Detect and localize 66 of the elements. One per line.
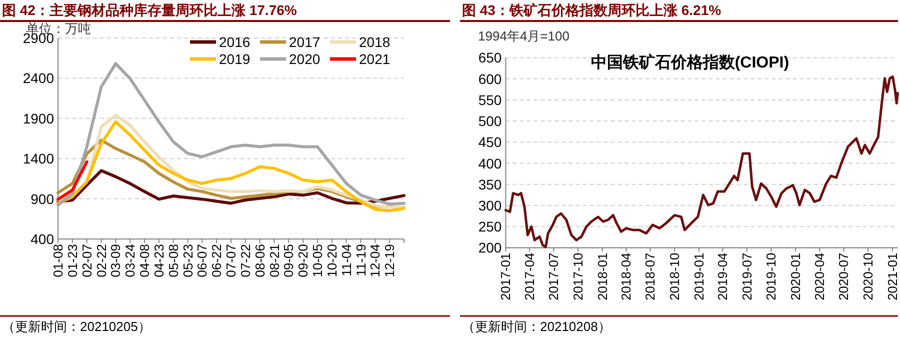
y-tick-label: 600 (478, 70, 502, 87)
y-tick-label: 450 (478, 134, 502, 150)
x-tick-label: 05-23 (180, 244, 196, 278)
chart-title: 图 43：铁矿石价格指数周环比上涨 6.21% (462, 2, 722, 18)
chart-title: 图 42：主要钢材品种库存量周环比上涨 17.76% (2, 2, 298, 18)
y-tick-label: 1900 (22, 110, 54, 126)
x-tick-label: 2021-01 (884, 252, 900, 300)
y-tick-label: 900 (30, 190, 54, 207)
x-tick-label: 2020-01 (788, 252, 804, 300)
legend-label: 2019 (219, 51, 250, 67)
x-tick-label: 06-07 (194, 244, 210, 278)
x-tick-label: 12-19 (382, 244, 398, 278)
y-tick-label: 2400 (22, 70, 54, 86)
x-tick-label: 07-07 (224, 244, 238, 278)
x-tick-label: 02-22 (94, 244, 109, 278)
chart-subtitle: 中国铁矿石价格指数(CIOPI) (590, 54, 790, 72)
x-tick-label: 08-21 (266, 244, 282, 278)
x-tick-label: 2017-10 (570, 252, 586, 300)
x-tick-label: 08-06 (252, 244, 268, 278)
text: （更新时间：20210205） (2, 319, 151, 334)
x-tick-label: 11-04 (338, 244, 354, 276)
x-tick-label: 2017-04 (522, 252, 538, 300)
x-tick-label: 05-08 (166, 244, 181, 278)
y-tick-label: 500 (478, 113, 502, 130)
x-tick-label: 09-20 (296, 244, 311, 278)
x-tick-label: 2018-07 (642, 252, 658, 300)
x-tick-label: 09-05 (281, 244, 296, 278)
x-tick-label: 2018-01 (594, 252, 610, 300)
x-tick-label: 06-22 (209, 244, 224, 278)
x-tick-label: 01-23 (64, 244, 80, 278)
x-tick-label: 10-20 (324, 244, 340, 278)
x-tick-label: 03-24 (122, 244, 138, 278)
x-tick-label: 03-09 (108, 244, 124, 278)
x-tick-label: 10-05 (310, 244, 325, 278)
legend-label: 2020 (289, 51, 320, 67)
legend-label: 2021 (359, 51, 390, 67)
x-tick-label: 2020-10 (860, 252, 876, 300)
y-tick-label: 650 (478, 50, 502, 66)
x-tick-label: 11-19 (353, 244, 368, 276)
legend-label: 2016 (219, 34, 250, 50)
legend-label: 2018 (359, 34, 390, 50)
x-tick-label: 12-04 (368, 244, 383, 278)
y-tick-label: 550 (478, 92, 502, 108)
text: （更新时间：20210208） (462, 319, 611, 334)
y-tick-label: 400 (478, 155, 502, 172)
y-tick-label: 350 (478, 176, 502, 192)
y-tick-label: 1400 (22, 150, 54, 167)
x-tick-label: 01-08 (50, 244, 66, 278)
x-tick-label: 04-23 (151, 244, 166, 278)
x-tick-label: 2018-10 (667, 252, 682, 300)
legend-label: 2017 (289, 34, 320, 50)
y-tick-label: 400 (30, 231, 54, 247)
y-axis-title: 1994年4月=100 (478, 28, 570, 44)
x-tick-label: 2020-07 (836, 252, 852, 300)
x-tick-label: 2019-01 (691, 252, 706, 300)
x-tick-label: 07-22 (238, 244, 253, 278)
x-tick-label: 2019-04 (715, 252, 730, 300)
x-tick-label: 2019-10 (764, 252, 779, 300)
x-tick-label: 04-08 (137, 244, 152, 278)
y-tick-label: 300 (478, 197, 502, 214)
x-tick-label: 2019-07 (739, 252, 754, 300)
x-tick-label: 2020-04 (812, 252, 828, 300)
y-tick-label: 250 (478, 218, 502, 235)
x-tick-label: 2017-07 (546, 252, 562, 300)
x-tick-label: 2018-04 (618, 252, 634, 300)
x-tick-label: 02-07 (79, 244, 94, 278)
